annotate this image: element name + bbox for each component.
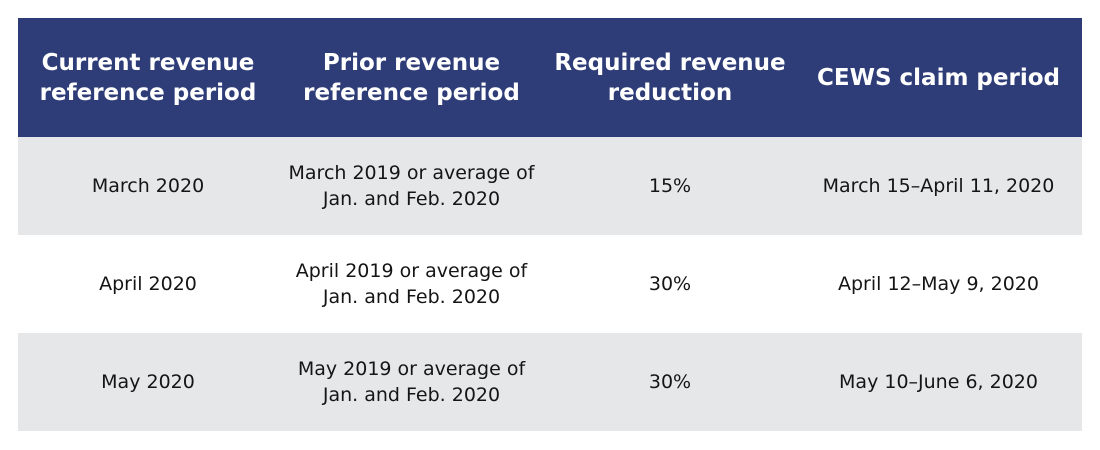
table-cell: May 10–June 6, 2020 [795,333,1082,431]
column-header: CEWS claim period [795,18,1082,137]
table-row: April 2020 April 2019 or average of Jan.… [18,235,1082,333]
table-cell: 30% [545,235,795,333]
cell-text: 30% [648,273,692,295]
table-cell: April 2019 or average of Jan. and Feb. 2… [278,235,545,333]
table-cell: April 12–May 9, 2020 [795,235,1082,333]
cell-text: 15% [648,175,692,197]
cell-text: March 15–April 11, 2020 [822,175,1055,197]
column-header-label: Current revenue reference period [39,49,257,106]
column-header-label: Required revenue reduction [554,49,786,106]
table-row: May 2020 May 2019 or average of Jan. and… [18,333,1082,431]
column-header: Required revenue reduction [545,18,795,137]
column-header-label: Prior revenue reference period [303,49,520,106]
cell-text: 30% [648,371,692,393]
cell-text: April 12–May 9, 2020 [838,273,1039,295]
cews-table: Current revenue reference period Prior r… [18,18,1082,431]
table-cell: May 2020 [18,333,278,431]
cell-text: May 2019 or average of Jan. and Feb. 202… [297,358,526,406]
column-header: Current revenue reference period [18,18,278,137]
cell-text: April 2020 [99,273,197,295]
cell-text: April 2019 or average of Jan. and Feb. 2… [295,260,528,308]
table-cell: 30% [545,333,795,431]
table-cell: March 2019 or average of Jan. and Feb. 2… [278,137,545,235]
table-cell: March 2020 [18,137,278,235]
table-cell: March 15–April 11, 2020 [795,137,1082,235]
column-header: Prior revenue reference period [278,18,545,137]
cell-text: March 2019 or average of Jan. and Feb. 2… [288,162,535,210]
table-cell: 15% [545,137,795,235]
table-header-row: Current revenue reference period Prior r… [18,18,1082,137]
column-header-label: CEWS claim period [817,64,1060,91]
table-cell: May 2019 or average of Jan. and Feb. 202… [278,333,545,431]
table-row: March 2020 March 2019 or average of Jan.… [18,137,1082,235]
cell-text: May 2020 [101,371,195,393]
table-cell: April 2020 [18,235,278,333]
cell-text: May 10–June 6, 2020 [839,371,1038,393]
cell-text: March 2020 [91,175,205,197]
